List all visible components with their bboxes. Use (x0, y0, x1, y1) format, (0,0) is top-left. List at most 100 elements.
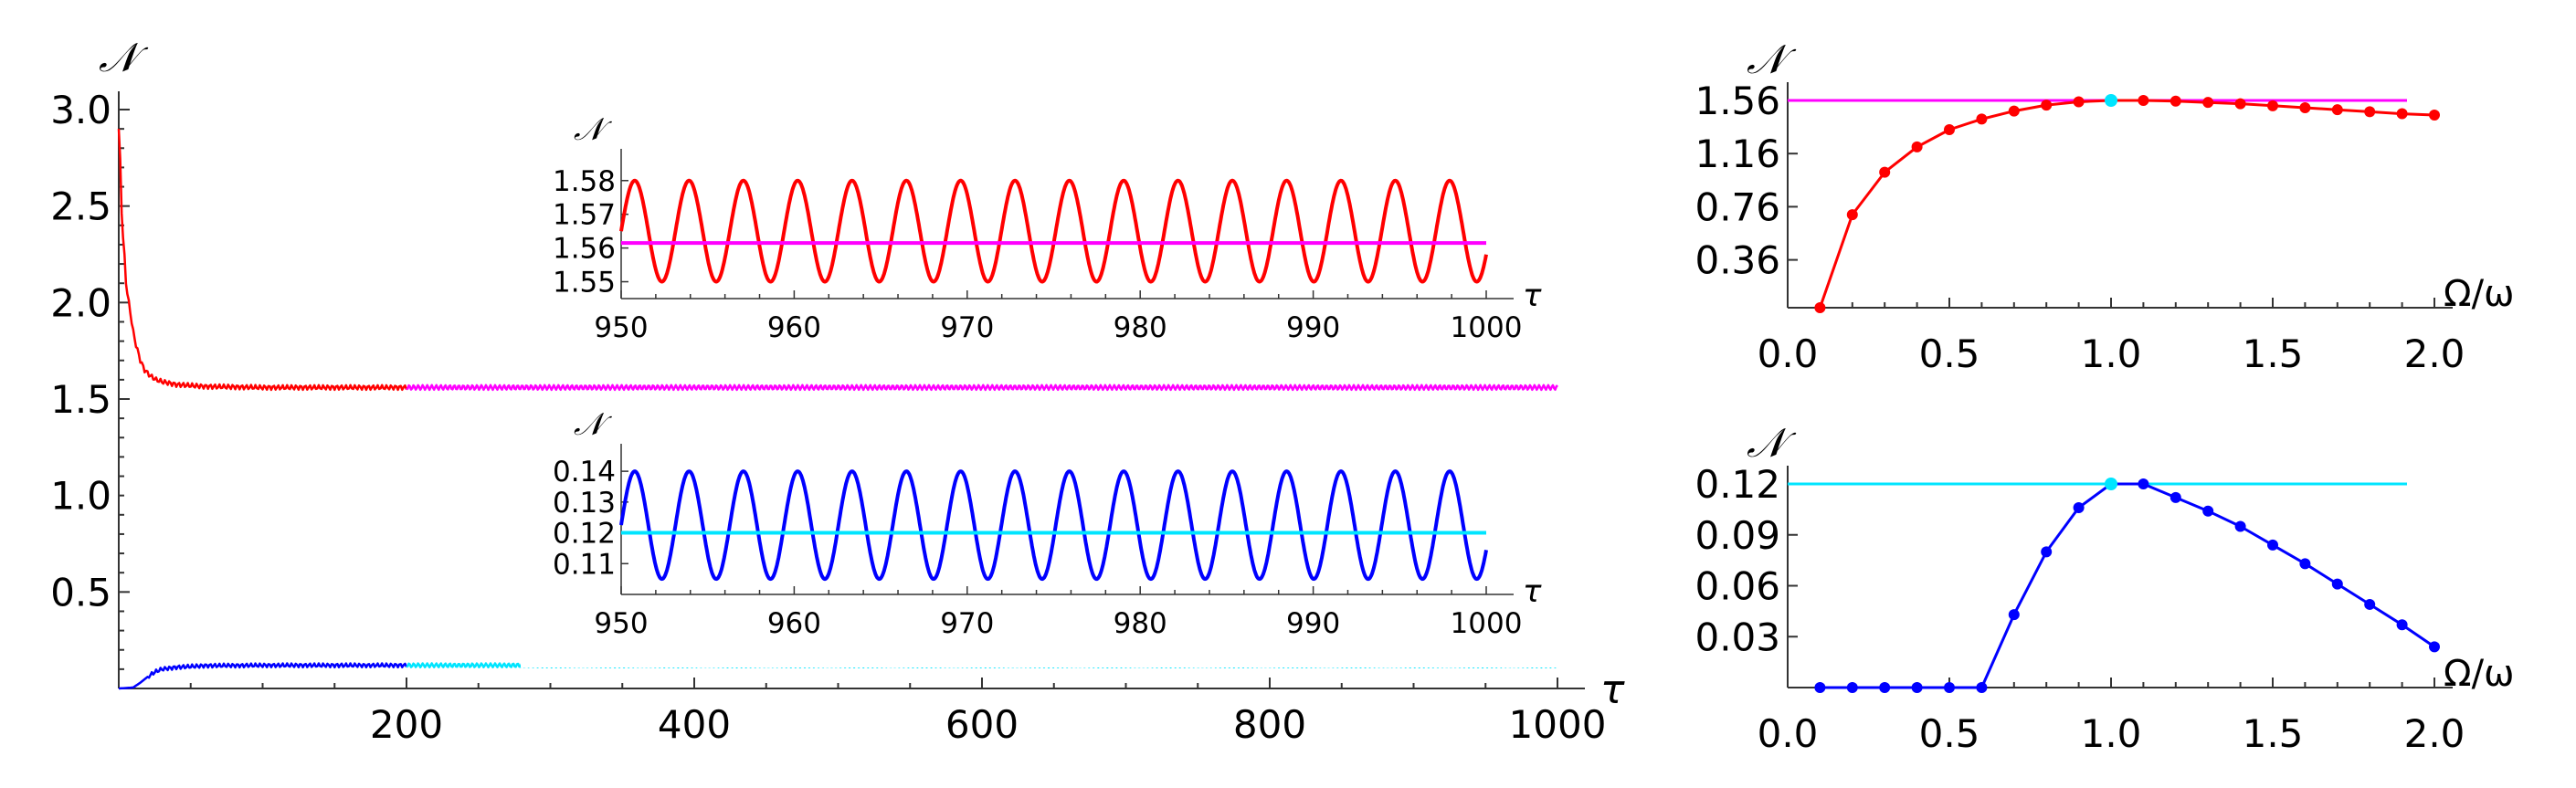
right-bottom-point (2396, 619, 2408, 631)
right-bottom-x-tick-label: 1.5 (2243, 711, 2304, 756)
inset-top-x-axis-label: τ (1523, 278, 1542, 314)
inset-bottom-x-tick-label: 950 (594, 607, 648, 640)
main-y-axis-label: 𝒩 (99, 35, 149, 81)
right-top-point (1814, 302, 1826, 313)
right-bottom-point (2138, 478, 2149, 489)
right-top-point (2008, 105, 2020, 117)
right-bottom-point (2299, 558, 2311, 570)
inset-bottom-y-tick-label: 0.14 (553, 456, 616, 489)
right-bottom-x-axis-label: Ω/ω (2444, 653, 2515, 695)
right-bottom-point (2234, 520, 2246, 532)
right-bottom-x-tick-label: 0.5 (1919, 711, 1980, 756)
inset-top-y-tick-label: 1.56 (553, 233, 616, 266)
inset-top-x-tick-label: 1000 (1451, 311, 1523, 344)
main-y-tick-label: 1.5 (50, 377, 111, 422)
right-top-y-tick-label: 1.56 (1694, 79, 1780, 123)
main-y-tick-label: 2.5 (50, 184, 111, 229)
right-top-point (2429, 110, 2440, 121)
right-top-x-axis-label: Ω/ω (2444, 273, 2515, 315)
right-bottom-point (2331, 578, 2343, 590)
right-top-x-tick-label: 0.0 (1758, 331, 1819, 376)
inset-bottom-y-tick-label: 0.11 (553, 548, 616, 581)
right-top-point (1846, 209, 1858, 221)
right-bottom-point (2267, 539, 2278, 551)
right-bottom-y-tick-label: 0.06 (1694, 564, 1780, 609)
right-bottom-y-axis-label: 𝒩 (1747, 420, 1797, 467)
main-series-upper-transient (117, 129, 408, 392)
right-top-point (1911, 141, 1923, 152)
right-bottom-y-tick-label: 0.09 (1694, 513, 1780, 558)
right-top-point (2396, 108, 2408, 120)
main-y-tick-label: 3.0 (50, 88, 111, 132)
right-top-y-tick-label: 0.76 (1694, 184, 1780, 229)
inset-bottom-x-tick-label: 980 (1114, 607, 1167, 640)
right-top-y-tick-label: 0.36 (1694, 238, 1780, 283)
main-x-tick-label: 1000 (1509, 702, 1607, 747)
inset-top-x-tick-label: 960 (767, 311, 821, 344)
right-bottom-point (2073, 502, 2085, 514)
right-top-y-tick-label: 1.16 (1694, 131, 1780, 176)
main-y-tick-label: 1.0 (50, 474, 111, 519)
inset-bottom-x-tick-label: 990 (1286, 607, 1340, 640)
right-bottom-x-tick-label: 2.0 (2404, 711, 2465, 756)
inset-top-x-tick-label: 950 (594, 311, 648, 344)
right-top-point (2170, 95, 2181, 107)
right-bottom-point (2202, 505, 2214, 517)
right-top-point (2202, 97, 2214, 109)
right-top-point (2299, 102, 2311, 114)
right-top-point (2364, 106, 2376, 118)
inset-bottom-oscillation-curve (619, 469, 1488, 582)
right-bottom-point (1814, 682, 1826, 693)
right-top-point (1879, 166, 1891, 178)
right-top-point (2105, 94, 2117, 107)
inset-bottom-x-tick-label: 1000 (1451, 607, 1523, 640)
right-top-point (2331, 104, 2343, 116)
right-bottom-x-tick-label: 1.0 (2081, 711, 2142, 756)
right-top-x-tick-label: 2.0 (2404, 331, 2465, 376)
right-bottom-x-tick-label: 0.0 (1758, 711, 1819, 756)
inset-top-y-tick-label: 1.55 (553, 267, 616, 299)
right-top-x-tick-label: 1.5 (2243, 331, 2304, 376)
right-bottom-point (1879, 682, 1891, 693)
main-x-tick-label: 400 (658, 702, 731, 747)
right-bottom-point (2041, 546, 2053, 558)
right-top-y-axis-label: 𝒩 (1747, 37, 1797, 83)
right-bottom-y-tick-label: 0.03 (1694, 615, 1780, 659)
right-bottom-point (2429, 641, 2440, 653)
inset-bottom-x-axis-label: τ (1523, 573, 1542, 610)
right-bottom-point (2364, 598, 2376, 610)
right-bottom-point (2008, 609, 2020, 621)
right-top-point (1944, 124, 1955, 136)
right-bottom-y-tick-label: 0.12 (1694, 462, 1780, 507)
right-bottom-point (1976, 682, 1988, 693)
right-top-point (2138, 95, 2149, 106)
inset-bottom-x-tick-label: 960 (767, 607, 821, 640)
inset-top-x-tick-label: 970 (940, 311, 994, 344)
right-bottom-point (1911, 682, 1923, 693)
right-top-point (2267, 100, 2278, 111)
inset-top-x-tick-label: 990 (1286, 311, 1340, 344)
right-top-x-tick-label: 1.0 (2081, 331, 2142, 376)
main-y-tick-label: 2.0 (50, 280, 111, 325)
inset-top-background (521, 103, 1568, 372)
right-top-x-tick-label: 0.5 (1919, 331, 1980, 376)
inset-bottom-y-tick-label: 0.12 (553, 518, 616, 551)
main-x-tick-label: 600 (945, 702, 1019, 747)
right-top-point (2234, 98, 2246, 110)
main-series-lower-transient (118, 662, 408, 690)
right-top-curve (1818, 99, 2435, 309)
main-y-tick-label: 0.5 (50, 570, 111, 615)
main-x-axis-label: τ (1600, 667, 1625, 713)
right-top-point (2041, 100, 2053, 111)
main-series-upper-steady (406, 383, 1558, 392)
right-bottom-point (2105, 478, 2117, 490)
main-x-tick-label: 200 (370, 702, 443, 747)
inset-bottom-y-tick-label: 0.13 (553, 487, 616, 520)
right-bottom-point (1846, 682, 1858, 693)
right-bottom-point (2170, 491, 2181, 503)
right-top-point (1976, 113, 1988, 125)
inset-top-x-tick-label: 980 (1114, 311, 1167, 344)
right-bottom-point (1944, 682, 1955, 693)
right-top-point (2073, 96, 2085, 108)
